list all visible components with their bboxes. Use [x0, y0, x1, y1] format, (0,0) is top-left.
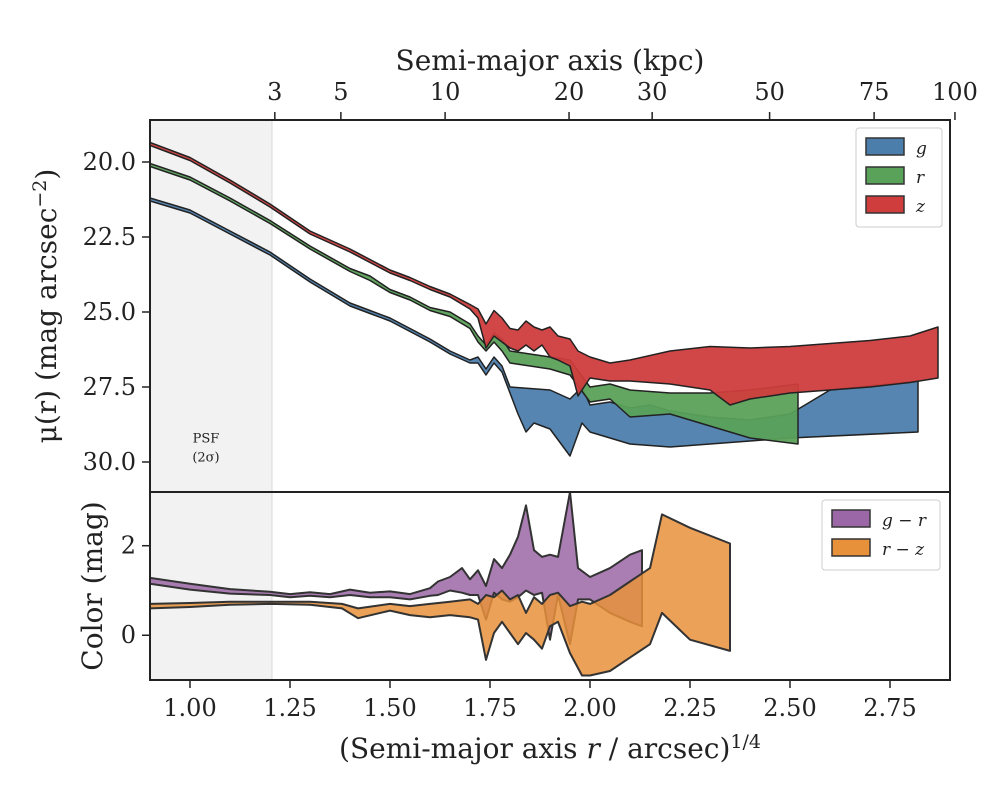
- surface-brightness-y-ticks: 20.0 22.5 25.0 27.5 30.0: [83, 148, 150, 476]
- x-tick-label: 1.75: [463, 694, 516, 722]
- y-label-exponent: −2: [29, 180, 51, 208]
- color-panel: 02 1.00 1.25 1.50 1.75 2.00 2.25 2.50 2.75 Colo…: [76, 491, 951, 765]
- band-g-area: [150, 197, 919, 457]
- x-axis-ticks: 1.00 1.25 1.50 1.75 2.00 2.25 2.50 2.75: [163, 680, 917, 722]
- x-tick-label: 1.50: [363, 694, 416, 722]
- y-label-close: ): [30, 169, 63, 180]
- x-tick-label: 1.25: [263, 694, 316, 722]
- psf-region: [149, 119, 273, 493]
- band-legend-label-g: g: [916, 139, 927, 159]
- y-tick-label: 30.0: [83, 448, 136, 476]
- color-legend-label-r-z: r − z: [882, 540, 925, 560]
- band-z-area: [150, 141, 939, 406]
- x-tick-label: 2.50: [763, 694, 816, 722]
- x-axis-label: (Semi-major axis r / arcsec)1/4: [339, 731, 761, 765]
- color-plot-frame: [149, 491, 951, 681]
- band-legend-swatch-z: [865, 195, 905, 214]
- kpc-top-axis-ticks: 351020305075100150: [267, 78, 978, 120]
- x-label-r: r: [586, 732, 601, 765]
- surface-brightness-panel: 20.022.525.027.530.0 351020305075100150 …: [29, 44, 978, 493]
- y-tick-label: 25.0: [83, 298, 136, 326]
- y-tick-label: 27.5: [83, 373, 136, 401]
- color-legend: g − r r − z: [821, 499, 941, 571]
- y-tick-label: 22.5: [83, 223, 136, 251]
- x-tick-label: 2.00: [563, 694, 616, 722]
- band-legend-swatch-g: [865, 137, 905, 156]
- x-label-exponent: 1/4: [730, 731, 761, 753]
- color-y-ticks: 02: [121, 532, 150, 649]
- x-tick-label: 2.75: [863, 694, 916, 722]
- top-axis-label: Semi-major axis (kpc): [396, 44, 705, 77]
- kpc-tick-label: 30: [637, 78, 668, 106]
- x-tick-label: 1.00: [163, 694, 216, 722]
- y-label-main: μ(r) (mag arcsec: [30, 208, 63, 444]
- band-legend-label-r: r: [916, 168, 925, 188]
- kpc-tick-label: 5: [333, 78, 348, 106]
- kpc-tick-label: 20: [554, 78, 585, 106]
- surface-brightness-series: [150, 141, 939, 457]
- color-legend-swatch-r-z: [831, 538, 871, 557]
- y-tick-label: 20.0: [83, 148, 136, 176]
- color-series: [150, 492, 731, 677]
- band-legend-swatch-r: [865, 166, 905, 185]
- kpc-tick-label: 50: [754, 78, 785, 106]
- x-tick-label: 2.25: [663, 694, 716, 722]
- color-y-axis-label: Color (mag): [76, 501, 109, 670]
- surface-brightness-y-axis-label: μ(r) (mag arcsec−2): [29, 169, 63, 444]
- band-r-area: [150, 162, 799, 445]
- band-legend: grz: [855, 127, 943, 228]
- kpc-tick-label: 10: [430, 78, 461, 106]
- color-legend-swatch-g-r: [831, 509, 871, 528]
- color-r-z-area: [150, 513, 731, 677]
- color-legend-label-g-r: g − r: [882, 511, 927, 531]
- x-label-rest: / arcsec): [600, 732, 731, 765]
- kpc-tick-label: 75: [859, 78, 890, 106]
- color-y-tick-label: 0: [121, 621, 136, 649]
- band-legend-label-z: z: [915, 197, 926, 217]
- psf-label: PSF: [193, 432, 220, 447]
- psf-label-sigma: (2σ): [192, 451, 219, 466]
- x-label-main: (Semi-major axis: [339, 732, 586, 765]
- kpc-tick-label: 3: [267, 78, 282, 106]
- kpc-tick-label: 100: [932, 78, 978, 106]
- color-y-tick-label: 2: [121, 532, 136, 560]
